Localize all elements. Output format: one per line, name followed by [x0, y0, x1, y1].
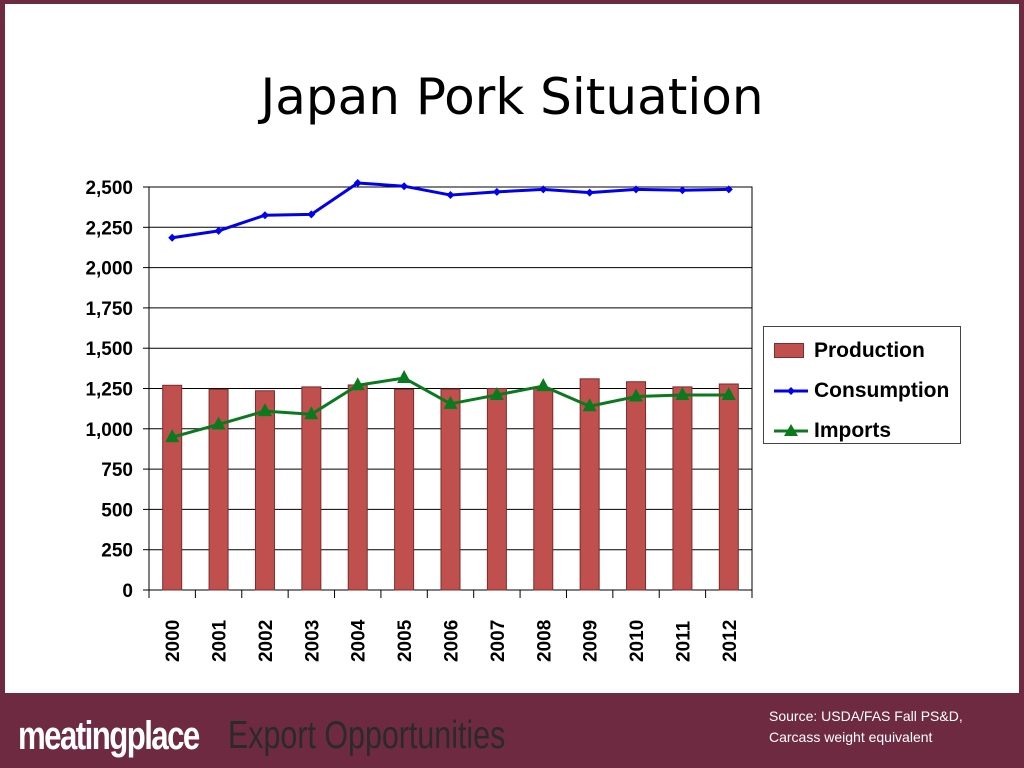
x-tick-label: 2005 [395, 619, 416, 662]
imports-point [489, 386, 504, 400]
footer-tagline: Export Opportunities [228, 714, 506, 757]
imports-point [629, 388, 644, 402]
legend-item-imports: Imports [772, 416, 958, 446]
y-tick-label: 1,000 [85, 420, 133, 441]
production-bar [254, 390, 275, 591]
production-bar [162, 384, 183, 591]
consumption-point [446, 191, 455, 200]
legend-swatch-consumption [774, 387, 808, 395]
y-tick-label: 2,000 [85, 259, 133, 280]
legend-label-imports: Imports [814, 419, 892, 442]
imports-point [721, 386, 736, 400]
x-tick-label: 2002 [256, 620, 277, 662]
source-note: Source: USDA/FAS Fall PS&D, Carcass weig… [769, 706, 1019, 748]
source-line-2: Carcass weight equivalent [769, 729, 933, 745]
x-tick-label: 2001 [210, 619, 231, 662]
legend-swatch-imports [774, 424, 808, 436]
y-tick-label: 1,500 [85, 339, 133, 360]
y-tick-label: 0 [122, 581, 133, 602]
imports-point [350, 377, 365, 391]
consumption-point [260, 211, 269, 220]
x-tick-label: 2008 [534, 620, 555, 662]
consumption-point [678, 186, 687, 195]
consumption-point [400, 182, 409, 191]
imports-point [536, 378, 551, 392]
x-tick-label: 2006 [442, 620, 463, 662]
source-line-1: Source: USDA/FAS Fall PS&D, [769, 708, 963, 724]
consumption-point [539, 185, 548, 194]
y-tick-label: 500 [101, 500, 133, 521]
consumption-point [214, 226, 223, 235]
legend-item-consumption: Consumption [772, 376, 958, 406]
imports-point [582, 398, 597, 412]
x-tick-label: 2010 [627, 620, 648, 662]
y-tick-label: 2,500 [85, 178, 133, 199]
x-tick-label: 2003 [302, 620, 323, 662]
chart-legend: Production Consumption Imports [763, 326, 961, 444]
imports-point [211, 416, 226, 430]
consumption-point [724, 185, 733, 194]
legend-label-production: Production [814, 339, 925, 362]
imports-point [443, 395, 458, 409]
slide-title: Japan Pork Situation [260, 68, 764, 126]
production-bar [394, 388, 415, 591]
imports-point [257, 403, 272, 417]
imports-point [675, 386, 690, 400]
legend-swatch-production [774, 343, 804, 358]
imports-point [304, 406, 319, 420]
consumption-point [632, 185, 641, 194]
consumption-point [492, 187, 501, 196]
production-bar [486, 388, 507, 591]
production-bar [440, 388, 461, 591]
production-bar [208, 388, 229, 591]
legend-label-consumption: Consumption [814, 379, 950, 402]
imports-point [165, 429, 180, 443]
consumption-point [353, 178, 362, 187]
production-bar [718, 383, 739, 591]
legend-item-production: Production [772, 336, 958, 366]
x-tick-label: 2011 [673, 620, 694, 662]
consumption-point [307, 210, 316, 219]
y-tick-label: 250 [101, 541, 133, 562]
x-tick-label: 2009 [581, 620, 602, 662]
x-tick-label: 2004 [349, 619, 370, 662]
x-tick-label: 2012 [720, 620, 741, 662]
meatingplace-logo: meatingplace [18, 714, 200, 758]
production-bar [672, 386, 693, 591]
production-bar [533, 388, 554, 591]
consumption-point [585, 188, 594, 197]
production-bar [626, 381, 647, 591]
production-bar [347, 384, 368, 591]
x-tick-label: 2007 [488, 620, 509, 662]
x-tick-label: 2000 [163, 620, 184, 662]
consumption-point [168, 233, 177, 242]
y-tick-label: 750 [101, 460, 133, 481]
imports-point [397, 370, 412, 384]
production-bar [579, 378, 600, 591]
y-tick-label: 1,750 [85, 299, 133, 320]
production-bar [301, 386, 322, 591]
y-tick-label: 2,250 [85, 218, 133, 239]
y-tick-label: 1,250 [85, 380, 133, 401]
